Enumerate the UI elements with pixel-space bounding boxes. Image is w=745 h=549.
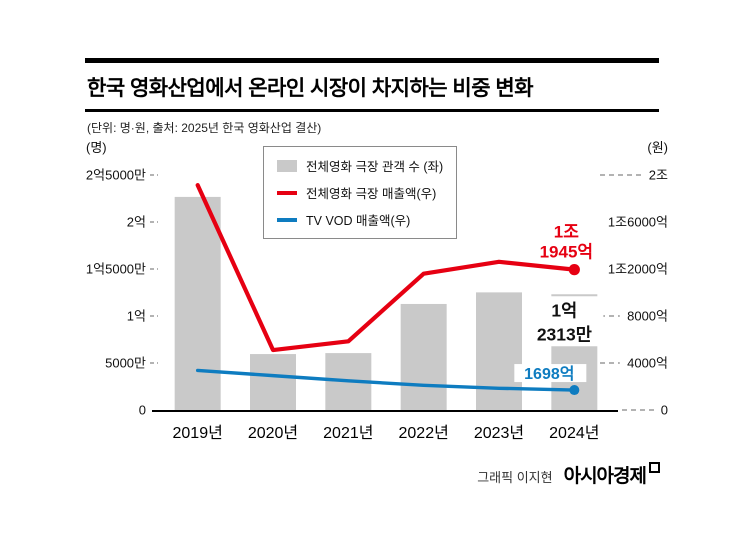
annotation-tvvod: 1698억 — [524, 364, 574, 383]
legend-label: TV VOD 매출액(우) — [306, 214, 411, 228]
x-axis-label: 2021년 — [323, 424, 373, 442]
right-axis-tick-label: 4000억 — [627, 356, 668, 371]
x-axis-label: 2022년 — [399, 424, 449, 442]
left-axis-tick-label: 1억 — [127, 309, 146, 324]
left-axis-tick-label: 5000만 — [105, 356, 146, 371]
left-axis-tick-label: 1억5000만 — [86, 262, 146, 277]
bar-2022년 — [400, 303, 447, 410]
right-axis-tick-label: 1조6000억 — [608, 215, 668, 230]
legend-swatch-bar — [277, 159, 297, 172]
chart-subtitle: (단위: 명·원, 출처: 2025년 한국 영화산업 결산) — [87, 120, 322, 135]
annotation-theater-revenue: 1조 — [554, 223, 579, 242]
chart-legend: 전체영화 극장 관객 수 (좌) 전체영화 극장 매출액(우) TV VOD 매… — [263, 146, 458, 239]
bar-2019년 — [174, 196, 221, 410]
x-axis-label: 2024년 — [549, 424, 599, 442]
x-axis-label: 2023년 — [474, 424, 524, 442]
right-axis-tick-label: 8000억 — [627, 309, 668, 324]
legend-label: 전체영화 극장 관객 수 (좌) — [306, 160, 444, 174]
legend-item-tvvod-revenue: TV VOD 매출액(우) — [277, 210, 443, 229]
annotation-bg — [525, 296, 604, 347]
asiae-logo-mark — [649, 462, 660, 473]
left-axis-tick-label: 0 — [139, 403, 146, 418]
footer: 그래픽 이지현 아시아경제 — [477, 461, 660, 488]
right-axis-tick-label: 0 — [661, 403, 668, 418]
tvvod-revenue-line — [195, 368, 577, 392]
title-bottom-rule — [85, 109, 659, 112]
legend-swatch-red-line — [277, 190, 297, 195]
left-axis-tick-label: 2억5000만 — [86, 168, 146, 183]
legend-swatch-blue-line — [277, 217, 297, 222]
left-axis-unit-label: (명) — [86, 140, 107, 155]
asiae-logo: 아시아경제 — [564, 461, 660, 488]
asiae-logo-text: 아시아경제 — [563, 466, 647, 487]
legend-item-audience: 전체영화 극장 관객 수 (좌) — [277, 156, 443, 175]
right-axis-tick-label: 2조 — [649, 168, 668, 183]
right-axis-tick-label: 1조2000억 — [608, 262, 668, 277]
x-axis-label: 2020년 — [248, 424, 298, 442]
page-title: 한국 영화산업에서 온라인 시장이 차지하는 비중 변화 — [87, 77, 534, 100]
theater-revenue-end-dot — [568, 264, 580, 276]
header: 한국 영화산업에서 온라인 시장이 차지하는 비중 변화 (단위: 명·원, 출… — [85, 58, 659, 136]
right-axis-unit-label: (원) — [647, 140, 668, 155]
legend-item-theater-revenue: 전체영화 극장 매출액(우) — [277, 183, 443, 202]
title-top-rule — [85, 58, 659, 63]
tvvod-end-dot — [569, 385, 580, 396]
x-axis-label: 2019년 — [173, 424, 223, 442]
annotation-audience: 1억 — [551, 300, 577, 320]
left-axis-tick-label: 2억 — [127, 215, 146, 230]
annotation-audience: 2313만 — [537, 324, 592, 344]
annotation-bg — [514, 364, 587, 383]
graphic-credit: 그래픽 이지현 — [477, 470, 553, 485]
theater-revenue-line — [195, 183, 577, 353]
bar-2023년 — [476, 292, 522, 410]
bar-2020년 — [250, 354, 296, 410]
legend-label: 전체영화 극장 매출액(우) — [306, 187, 437, 201]
annotation-theater-revenue: 1945억 — [540, 243, 593, 262]
